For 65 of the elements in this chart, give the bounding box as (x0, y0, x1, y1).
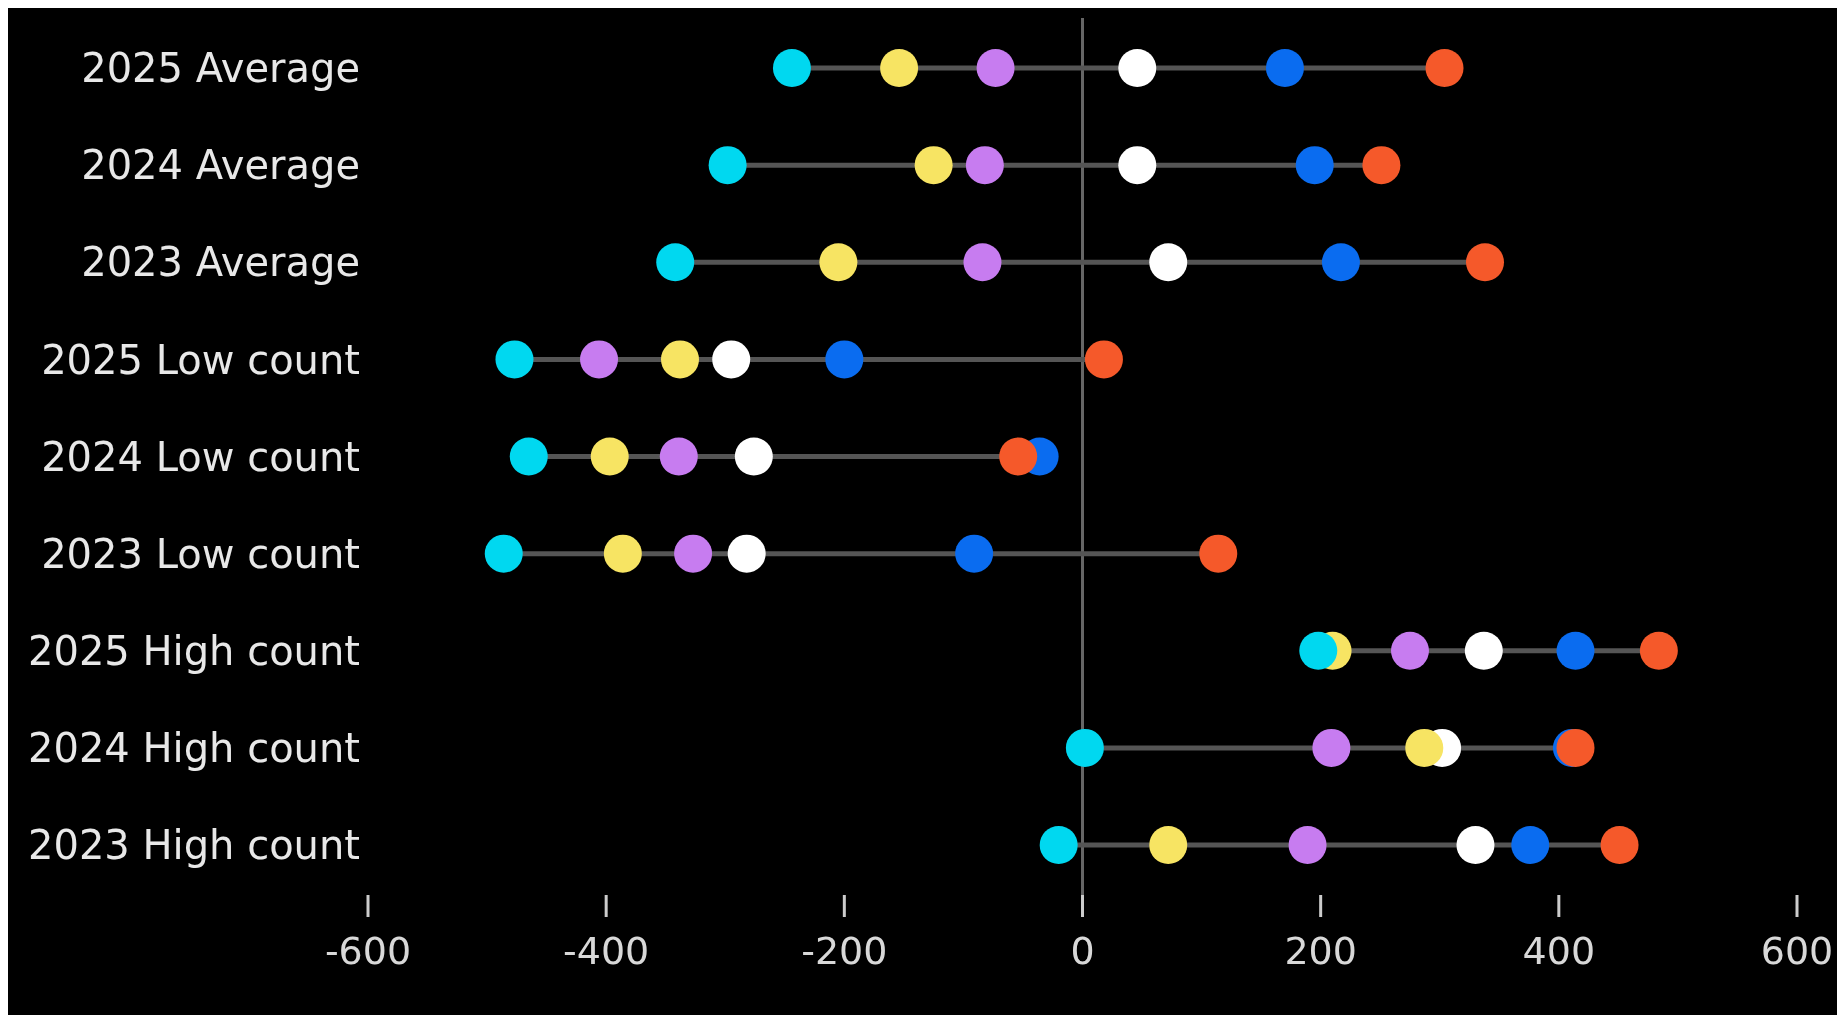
point (963, 243, 1002, 282)
x-tick-label: 400 (1522, 928, 1596, 973)
x-tick-label: 600 (1760, 928, 1834, 973)
x-tick-label: -600 (324, 928, 412, 973)
point (1456, 826, 1495, 864)
x-tick-label: 0 (1070, 928, 1095, 973)
point (1600, 826, 1639, 864)
point (734, 437, 773, 476)
x-tick-label: 200 (1284, 928, 1357, 973)
y-tick-label: 2025 High count (27, 627, 360, 674)
point (1466, 243, 1504, 282)
point (914, 146, 953, 185)
point (509, 437, 548, 476)
y-tick-label: 2025 Average (81, 45, 360, 92)
point (1288, 826, 1327, 864)
point (659, 437, 698, 476)
point (1265, 49, 1304, 87)
x-tick-label: -400 (563, 928, 650, 973)
y-tick-label: 2023 Low count (41, 530, 360, 577)
point (1149, 826, 1188, 864)
y-tick-label: 2024 Low count (41, 433, 360, 480)
point (1149, 243, 1188, 282)
point (965, 146, 1004, 185)
point (1405, 728, 1444, 767)
point (1556, 631, 1595, 670)
point (1299, 631, 1338, 670)
point (825, 340, 864, 379)
point (1295, 146, 1334, 185)
point (580, 340, 619, 379)
point (674, 534, 713, 573)
point (1390, 631, 1429, 670)
y-tick-label: 2023 Average (81, 239, 360, 286)
point (603, 534, 642, 573)
point (712, 340, 751, 379)
point (708, 146, 747, 185)
point (590, 437, 629, 476)
point (1199, 534, 1238, 573)
point (1312, 728, 1351, 767)
point (484, 534, 523, 573)
point (1639, 631, 1678, 670)
point (1118, 146, 1157, 185)
point (1425, 49, 1464, 87)
y-tick-label: 2023 High count (27, 822, 360, 869)
point (495, 340, 534, 379)
point (656, 243, 695, 282)
point (880, 49, 919, 87)
point (772, 49, 811, 87)
point (955, 534, 994, 573)
x-tick-label: -200 (801, 928, 888, 973)
y-tick-label: 2024 High count (27, 725, 360, 772)
y-tick-label: 2025 Low count (41, 336, 360, 383)
point (1118, 49, 1157, 87)
point (819, 243, 858, 282)
point (1321, 243, 1360, 282)
y-tick-label: 2024 Average (81, 142, 360, 189)
point (976, 49, 1015, 87)
point (661, 340, 699, 379)
point (1039, 826, 1078, 864)
point (1065, 728, 1104, 767)
point (1084, 340, 1123, 379)
point (1362, 146, 1401, 185)
point (727, 534, 766, 573)
point (1511, 826, 1550, 864)
point (999, 437, 1038, 476)
point (1464, 631, 1503, 670)
